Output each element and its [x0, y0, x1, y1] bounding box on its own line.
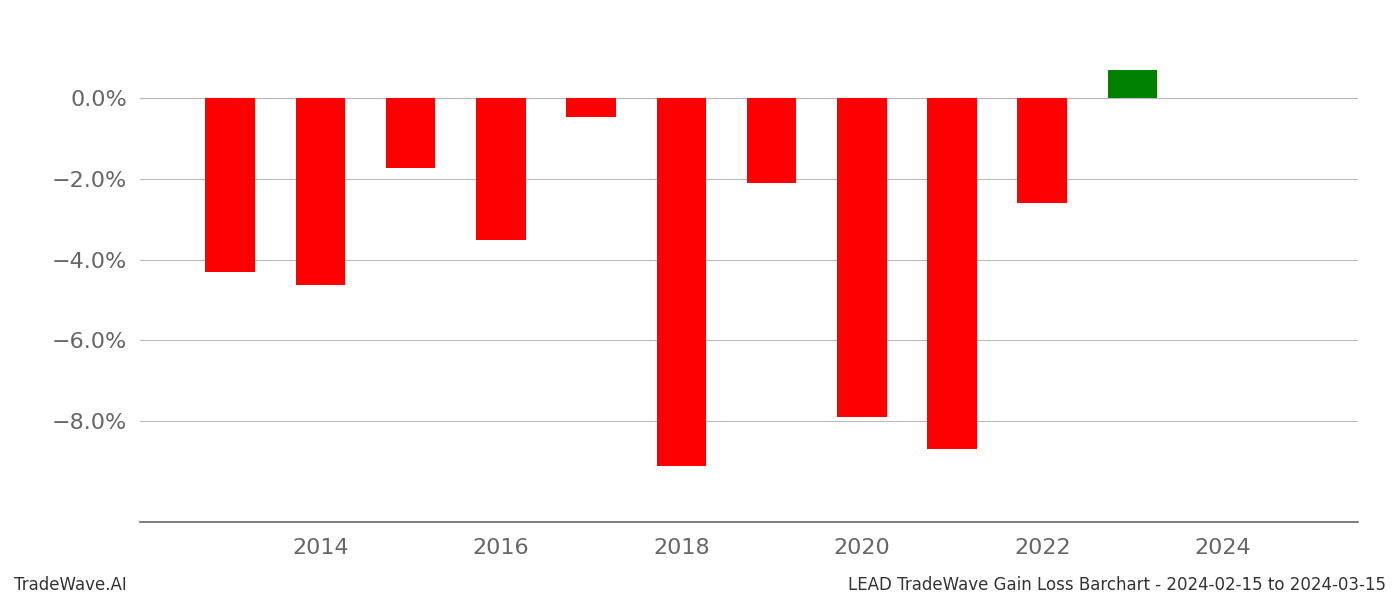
Bar — [927, 98, 977, 449]
Bar — [386, 98, 435, 168]
Bar — [206, 98, 255, 272]
Bar — [295, 98, 346, 285]
Bar — [566, 98, 616, 116]
Bar — [657, 98, 706, 466]
Bar — [1018, 98, 1067, 203]
Bar — [1107, 70, 1158, 98]
Text: TradeWave.AI: TradeWave.AI — [14, 576, 127, 594]
Bar — [476, 98, 525, 239]
Text: LEAD TradeWave Gain Loss Barchart - 2024-02-15 to 2024-03-15: LEAD TradeWave Gain Loss Barchart - 2024… — [848, 576, 1386, 594]
Bar — [746, 98, 797, 183]
Bar — [837, 98, 886, 417]
